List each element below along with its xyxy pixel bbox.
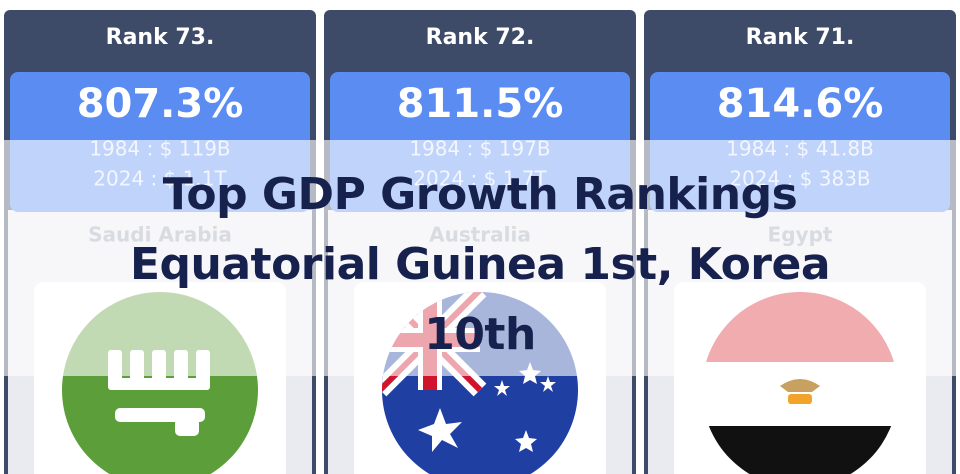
growth-value: 807.3% — [77, 81, 244, 127]
title: Top GDP Growth Rankings Equatorial Guine… — [129, 169, 831, 360]
growth-value: 811.5% — [397, 81, 564, 127]
growth-value: 814.6% — [717, 81, 884, 127]
rank: Rank 72. — [426, 25, 535, 50]
rank: Rank 71. — [746, 25, 855, 50]
rank: Rank 73. — [106, 25, 215, 50]
title-overlay — [0, 140, 960, 376]
